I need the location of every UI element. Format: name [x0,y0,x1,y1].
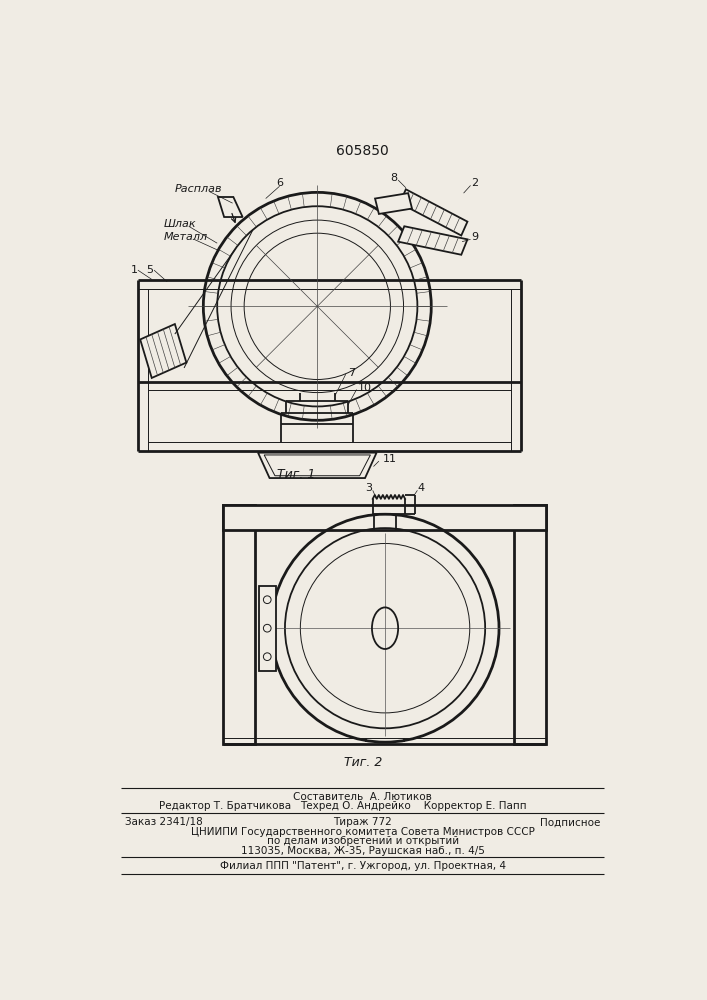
Text: Составитель  А. Лютиков: Составитель А. Лютиков [293,792,432,802]
Text: 7: 7 [348,368,355,378]
Bar [514,505,546,744]
Polygon shape [140,324,187,378]
Text: 6: 6 [276,178,283,188]
Text: 10: 10 [358,383,372,393]
Text: по делам изобретений и открытий: по делам изобретений и открытий [267,836,459,846]
Text: Расплав: Расплав [175,184,222,194]
Text: Подписное: Подписное [539,817,600,827]
Polygon shape [264,455,370,476]
Polygon shape [218,197,243,217]
Text: 2: 2 [472,178,479,188]
Text: ЦНИИПИ Государственного комитета Совета Министров СССР: ЦНИИПИ Государственного комитета Совета … [191,827,534,837]
Text: Металл: Металл [163,232,207,242]
Polygon shape [258,453,377,478]
Bar [259,586,276,671]
Bar [223,505,255,744]
Text: Заказ 2341/18: Заказ 2341/18 [125,817,202,827]
Text: 605850: 605850 [337,144,389,158]
Text: Техред О. Андрейко    Корректор Е. Папп: Техред О. Андрейко Корректор Е. Папп [300,801,527,811]
Text: 9: 9 [472,232,479,242]
Text: Редактор Т. Братчикова: Редактор Т. Братчикова [159,801,291,811]
Text: 11: 11 [382,454,397,464]
Polygon shape [398,226,467,255]
Bar [223,505,546,530]
Polygon shape [375,193,412,214]
Text: 1: 1 [131,265,138,275]
Text: Шлак: Шлак [163,219,196,229]
Text: 5: 5 [146,265,153,275]
Text: Τиг. 2: Τиг. 2 [344,756,382,769]
Text: Τиг. 1: Τиг. 1 [277,468,316,481]
Text: 113035, Москва, Ж-35, Раушская наб., п. 4/5: 113035, Москва, Ж-35, Раушская наб., п. … [241,846,485,856]
Text: Филиал ППП "Патент", г. Ужгород, ул. Проектная, 4: Филиал ППП "Патент", г. Ужгород, ул. Про… [220,861,506,871]
Polygon shape [399,189,467,235]
Text: Тираж 772: Тираж 772 [333,817,392,827]
Text: 3: 3 [366,483,373,493]
Text: 8: 8 [391,173,398,183]
Text: 4: 4 [418,483,425,493]
